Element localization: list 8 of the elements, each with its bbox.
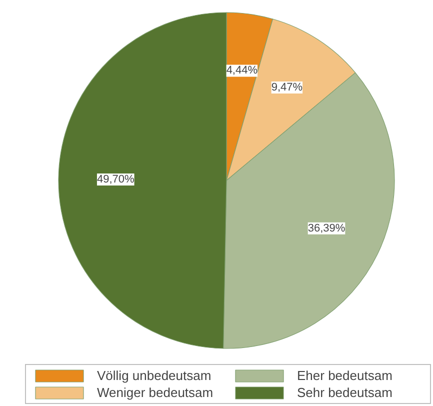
data-label: 49,70%	[96, 173, 134, 186]
data-label: 36,39%	[308, 222, 346, 234]
legend-label: Sehr bedeutsam	[297, 385, 394, 400]
data-label: 4,44%	[226, 64, 258, 77]
legend-label: Eher bedeutsam	[297, 368, 394, 383]
data-label: 9,47%	[271, 82, 303, 94]
legend-label: Völlig unbedeutsam	[97, 368, 212, 383]
legend-label: Weniger bedeutsam	[97, 385, 214, 400]
